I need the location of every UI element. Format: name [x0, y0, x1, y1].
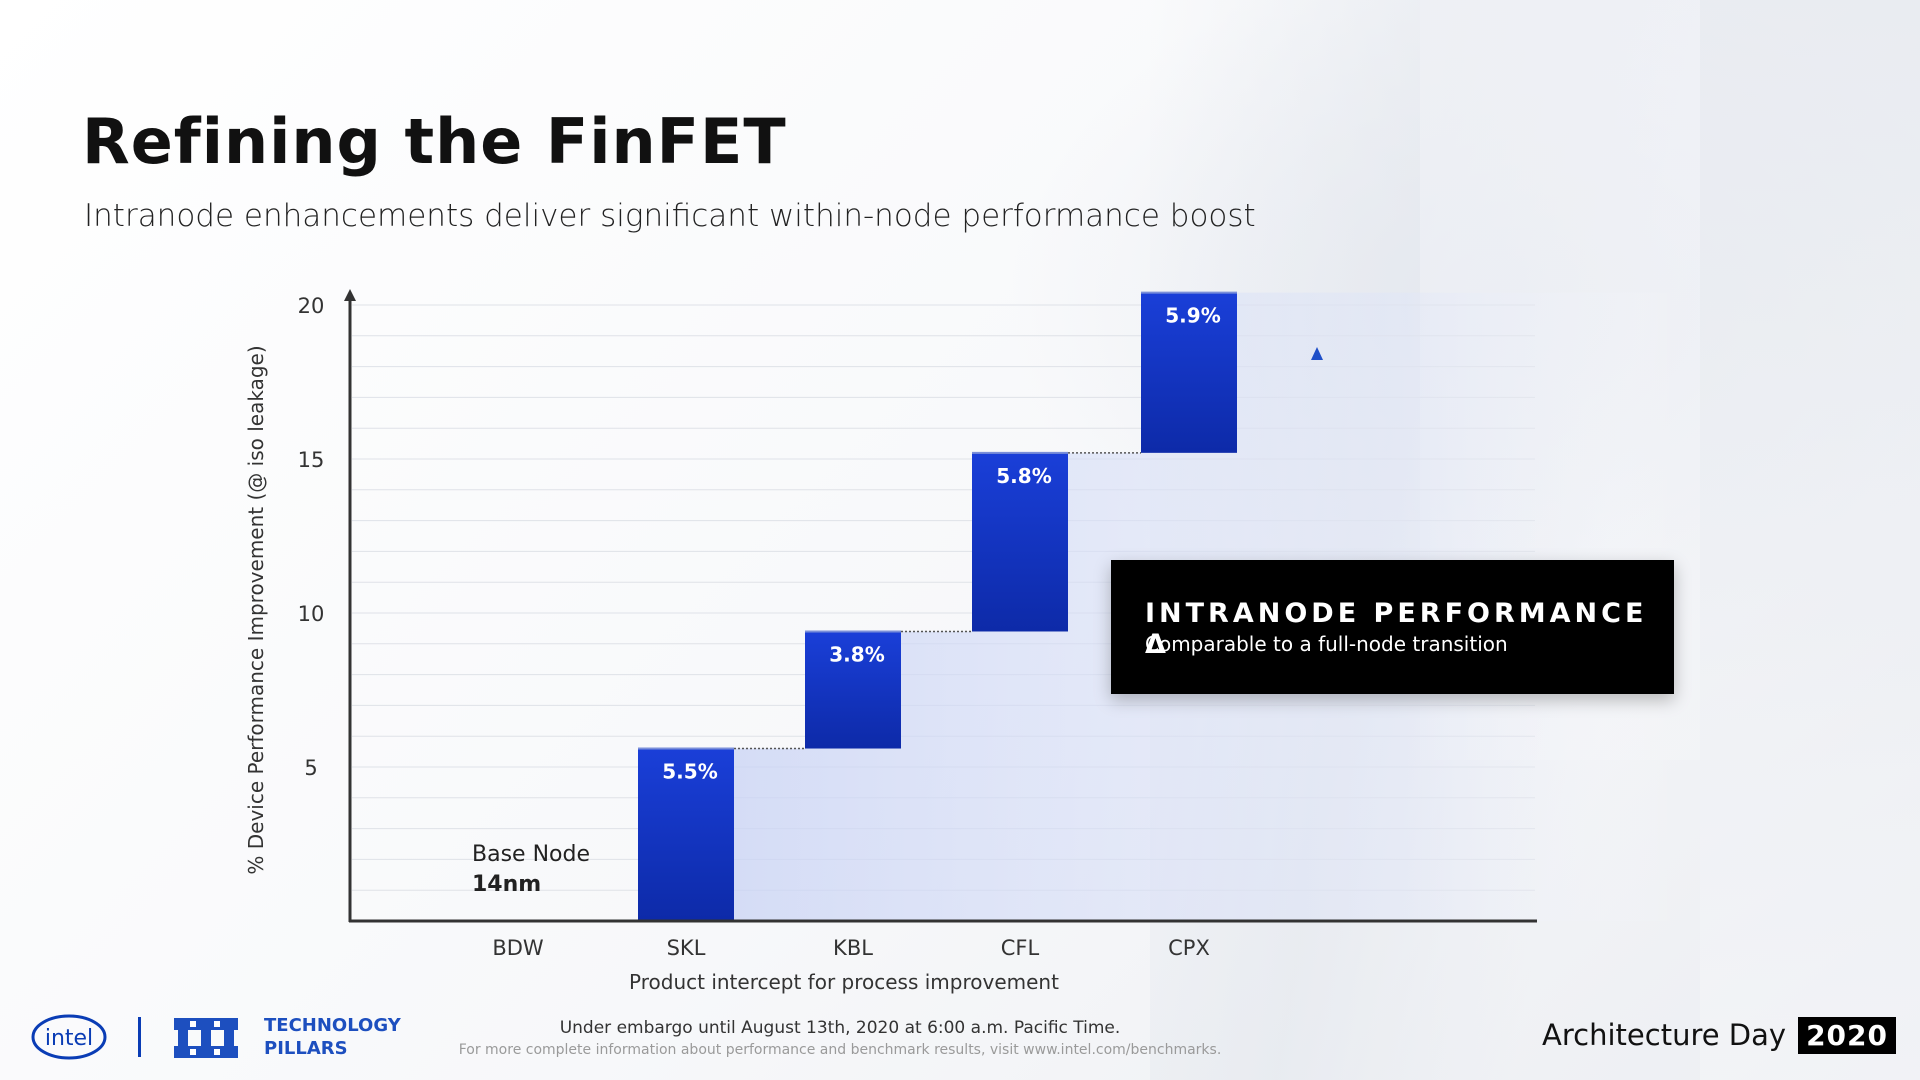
bar-skl: [638, 748, 734, 921]
intel-logo: intel: [31, 1014, 107, 1060]
x-axis-title: Product intercept for process improvemen…: [629, 970, 1059, 994]
bar-labels: 5.5% 3.8% 5.8% 5.9%: [662, 304, 1220, 784]
bar-label-kbl: 3.8%: [829, 642, 884, 666]
slide-title: Refining the FinFET: [82, 105, 787, 178]
bar-label-cpx: 5.9%: [1165, 304, 1220, 328]
bar-label-skl: 5.5%: [662, 760, 717, 784]
y-axis-title: % Device Performance Improvement (@ iso …: [244, 345, 268, 874]
base-node-value: 14nm: [472, 872, 542, 897]
bar-kbl: [805, 631, 901, 749]
callout-heading: INTRANODE PERFORMANCE Δ: [1145, 598, 1648, 660]
y-tick-label: 5: [304, 756, 317, 780]
technology-pillars-icon: [174, 1018, 238, 1058]
event-name: Architecture Day: [1542, 1018, 1787, 1052]
connector-lines: [734, 452, 1141, 750]
base-node-text: Base Node: [472, 842, 590, 867]
callout-text: Comparable to a full-node transition: [1145, 632, 1508, 656]
logo-divider: [138, 1017, 141, 1057]
slide-subtitle: Intranode enhancements deliver significa…: [84, 198, 1256, 234]
y-tick-label: 15: [298, 448, 325, 472]
x-category-label: SKL: [667, 936, 706, 960]
waterfall-chart: 5.5% 3.8% 5.8% 5.9% 5 10 15 20 BDW SKL KBL CFL CPX…: [244, 289, 1690, 994]
bar-cpx: [1141, 292, 1237, 453]
x-category-label: CPX: [1168, 936, 1210, 960]
intranode-callout-box: INTRANODE PERFORMANCE Δ Comparable to a …: [1111, 560, 1674, 694]
architecture-day-badge: Architecture Day 2020: [1542, 1015, 1896, 1055]
base-node-label: Base Node 14nm: [472, 840, 590, 900]
intel-logo-text: intel: [45, 1026, 93, 1051]
y-tick-labels: 5 10 15 20: [298, 294, 325, 780]
y-tick-label: 20: [298, 294, 325, 318]
x-category-label: CFL: [1001, 936, 1040, 960]
bars: [638, 291, 1237, 921]
pillars-line-1: TECHNOLOGY: [264, 1015, 401, 1036]
x-category-labels: BDW SKL KBL CFL CPX: [492, 936, 1210, 960]
bar-cfl: [972, 452, 1068, 632]
bar-label-cfl: 5.8%: [996, 464, 1051, 488]
x-category-label: KBL: [833, 936, 873, 960]
technology-pillars-label: TECHNOLOGY PILLARS: [264, 1014, 401, 1060]
event-year: 2020: [1798, 1016, 1896, 1054]
performance-arrow-head: [1311, 347, 1323, 360]
x-category-label: BDW: [492, 936, 544, 960]
pillars-line-2: PILLARS: [264, 1038, 348, 1059]
embargo-notice: Under embargo until August 13th, 2020 at…: [559, 1018, 1121, 1038]
y-axis-arrowhead: [344, 289, 356, 301]
y-tick-label: 10: [298, 602, 325, 626]
benchmark-note: For more complete information about perf…: [458, 1042, 1222, 1058]
